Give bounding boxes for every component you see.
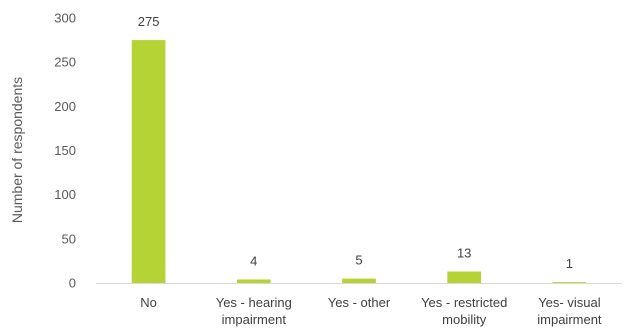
- category-label: No: [140, 295, 157, 310]
- category-labels: No Yes - hearing impairment Yes - other Yes …: [140, 295, 602, 327]
- y-axis-ticks: 0 50 100 150 200 250 300: [54, 11, 76, 291]
- category-label: Yes - hearing impairment: [216, 295, 292, 327]
- y-tick-label: 100: [54, 187, 76, 202]
- y-tick-label: 150: [54, 143, 76, 158]
- y-tick-label: 300: [54, 11, 76, 26]
- data-label: 13: [457, 246, 471, 261]
- data-label: 4: [250, 253, 257, 268]
- bars: [131, 40, 587, 284]
- y-tick-label: 50: [62, 231, 76, 246]
- bar: [552, 282, 587, 283]
- category-label: Yes - other: [328, 295, 391, 310]
- data-label: 5: [355, 253, 362, 268]
- y-axis-label: Number of respondents: [9, 77, 25, 223]
- y-tick-label: 200: [54, 99, 76, 114]
- y-tick-label: 0: [69, 276, 76, 291]
- y-tick-label: 250: [54, 55, 76, 70]
- data-label: 1: [566, 256, 573, 271]
- bar: [131, 40, 166, 284]
- category-label: Yes - restricted mobility: [421, 295, 507, 327]
- data-label: 275: [138, 14, 160, 29]
- bar: [342, 278, 376, 283]
- data-labels: 275 4 5 13 1: [138, 14, 573, 271]
- bar: [236, 279, 271, 283]
- category-label: Yes- visual impairment: [537, 295, 602, 327]
- bar: [447, 271, 482, 283]
